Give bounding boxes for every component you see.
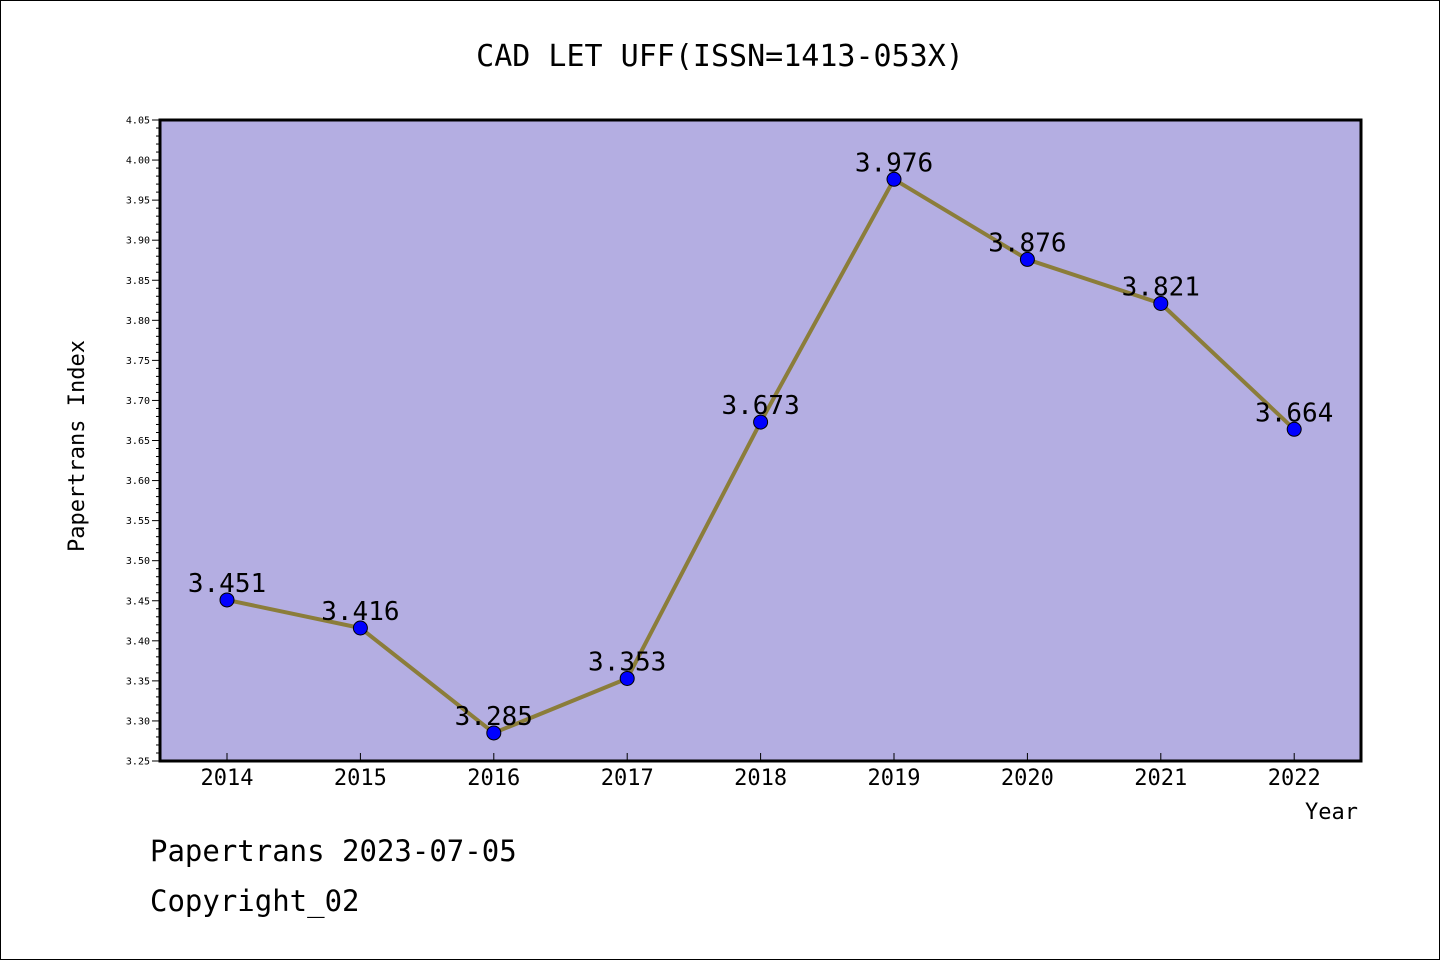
y-tick-label: 4.00 (126, 156, 150, 167)
x-axis: 2014 2015 2016 2017 2018 2019 2020 2021 2022 (201, 753, 1321, 791)
y-tick-label: 4.05 (126, 116, 150, 127)
x-tick-label: 2020 (1001, 766, 1054, 791)
x-tick-label: 2016 (467, 766, 520, 791)
data-point-marker (753, 414, 769, 430)
y-tick-label: 3.95 (126, 196, 150, 207)
chart-title: CAD LET UFF(ISSN=1413-053X) (476, 39, 964, 74)
y-tick-label: 3.60 (126, 476, 150, 487)
y-axis: 3.25 3.30 3.35 3.40 3.45 3.50 3.55 3.60 3.65 3.70… (126, 116, 160, 768)
y-tick-label: 3.70 (126, 396, 150, 407)
data-point-marker (486, 725, 502, 741)
y-tick-label: 3.65 (126, 436, 150, 447)
x-tick-label: 2022 (1268, 766, 1321, 791)
data-label: 3.673 (721, 391, 799, 421)
series-line-group: 3.451 3.416 3.285 3.353 3.673 3.976 3.876 3.821… (188, 148, 1333, 741)
x-tick-label: 2019 (868, 766, 921, 791)
y-tick-label: 3.80 (126, 316, 150, 327)
y-tick-label: 3.90 (126, 236, 150, 247)
y-tick-label: 3.55 (126, 516, 150, 527)
y-tick-label: 3.40 (126, 636, 150, 647)
data-point-marker (1019, 251, 1035, 267)
data-label: 3.664 (1255, 398, 1333, 428)
data-label: 3.821 (1122, 272, 1200, 302)
y-tick-label: 3.30 (126, 716, 150, 727)
y-axis-title: Papertrans Index (65, 340, 90, 552)
x-tick-label: 2018 (734, 766, 787, 791)
y-tick-label: 3.45 (126, 596, 150, 607)
data-label: 3.285 (455, 702, 533, 732)
x-tick-label: 2021 (1134, 766, 1187, 791)
data-point-marker (219, 592, 235, 608)
y-tick-label: 3.25 (126, 757, 150, 768)
y-tick-label: 3.35 (126, 676, 150, 687)
data-label: 3.976 (855, 148, 933, 178)
y-tick-label: 3.85 (126, 276, 150, 287)
x-tick-label: 2015 (334, 766, 387, 791)
data-label: 3.416 (321, 597, 399, 627)
footer-date: Papertrans 2023-07-05 (150, 834, 517, 868)
plot-border (158, 118, 1363, 763)
data-label: 3.353 (588, 647, 666, 677)
x-tick-label: 2014 (201, 766, 254, 791)
y-tick-label: 3.50 (126, 556, 150, 567)
data-point-marker (886, 171, 902, 187)
footer-copyright: Copyright_02 (150, 884, 360, 918)
data-point-marker (352, 620, 368, 636)
x-tick-label: 2017 (601, 766, 654, 791)
data-label: 3.451 (188, 569, 266, 599)
plot-area (160, 120, 1361, 761)
y-tick-label: 3.75 (126, 356, 150, 367)
data-point-marker (1286, 421, 1302, 437)
x-axis-title: Year (1305, 800, 1358, 825)
data-label: 3.876 (988, 228, 1066, 258)
data-point-marker (1153, 295, 1169, 311)
data-point-marker (619, 670, 635, 686)
